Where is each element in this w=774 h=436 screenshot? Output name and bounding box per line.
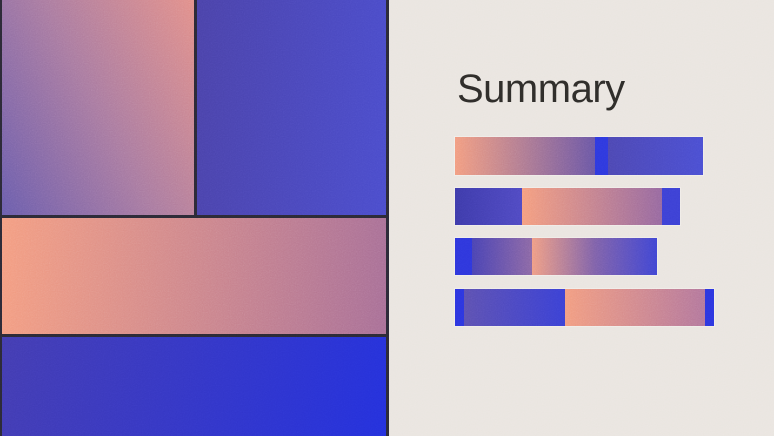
bar-segment	[455, 188, 522, 225]
bar-segment	[464, 289, 565, 326]
collage-block-top-left	[2, 0, 194, 215]
bar-segment	[705, 289, 714, 326]
bar-segment	[608, 137, 703, 175]
collage	[0, 0, 389, 436]
bar-segment	[595, 137, 608, 175]
bar-segment	[472, 238, 532, 275]
summary-bar-1	[455, 137, 703, 175]
summary-bars	[455, 0, 774, 436]
bar-segment	[455, 238, 472, 275]
collage-block-middle	[2, 218, 386, 334]
summary-bar-4	[455, 289, 714, 326]
summary-bar-2	[455, 188, 680, 225]
bar-segment	[455, 289, 464, 326]
collage-block-bottom	[2, 337, 386, 436]
summary-panel: Summary	[389, 0, 774, 436]
summary-bar-3	[455, 238, 657, 275]
bar-segment	[455, 137, 595, 175]
collage-block-top-right	[197, 0, 386, 215]
bar-segment	[532, 238, 657, 275]
bar-segment	[522, 188, 662, 225]
bar-segment	[662, 188, 680, 225]
bar-segment	[565, 289, 705, 326]
